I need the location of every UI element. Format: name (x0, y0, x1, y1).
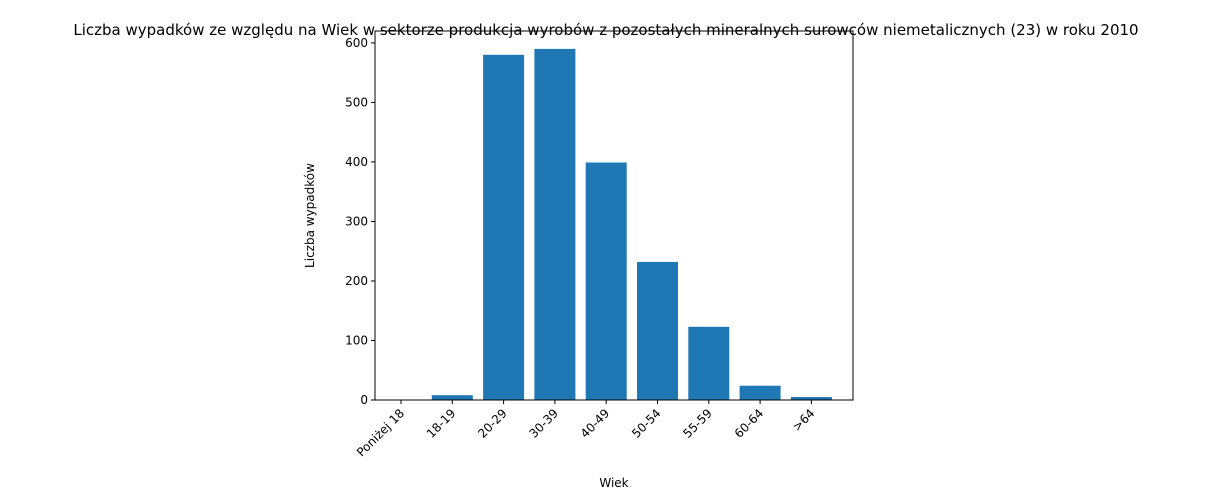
bar-4 (585, 162, 627, 400)
y-tick-label-0: 0 (360, 393, 368, 407)
bar-2 (483, 54, 525, 401)
x-tick-label-6: 55-59 (680, 406, 715, 441)
x-tick-label-7: 60-64 (732, 406, 767, 441)
y-axis-label: Liczba wypadków (303, 163, 317, 268)
x-tick-label-1: 18-19 (424, 406, 459, 441)
x-axis-label: Wiek (599, 476, 628, 490)
x-tick-label-4: 40-49 (578, 406, 613, 441)
x-tick-label-5: 50-54 (629, 406, 664, 441)
bar-6 (688, 326, 730, 400)
bar-8 (790, 397, 832, 400)
x-tick-label-8: >64 (790, 406, 818, 434)
y-tick-label-2: 200 (345, 274, 368, 288)
chart-title: Liczba wypadków ze względu na Wiek w sek… (73, 21, 1138, 39)
bar-5 (637, 261, 678, 400)
y-tick-label-6: 600 (345, 36, 368, 50)
bars-group (431, 48, 832, 401)
y-tick-label-5: 500 (345, 95, 368, 109)
bar-3 (534, 48, 576, 401)
y-tick-label-1: 100 (345, 333, 368, 347)
bar-1 (431, 395, 473, 400)
x-tick-label-0: Poniżej 18 (354, 406, 407, 459)
plot-area-frame (374, 30, 854, 401)
x-tick-label-3: 30-39 (526, 406, 561, 441)
x-axis: Poniżej 18 18-19 20-29 30-39 40-49 50-54 55-59… (354, 400, 818, 459)
y-tick-label-3: 300 (345, 214, 368, 228)
bar-7 (739, 385, 781, 400)
y-tick-label-4: 400 (345, 155, 368, 169)
x-tick-label-2: 20-29 (475, 406, 510, 441)
y-axis: 0 100 200 300 400 500 600 (345, 36, 375, 407)
